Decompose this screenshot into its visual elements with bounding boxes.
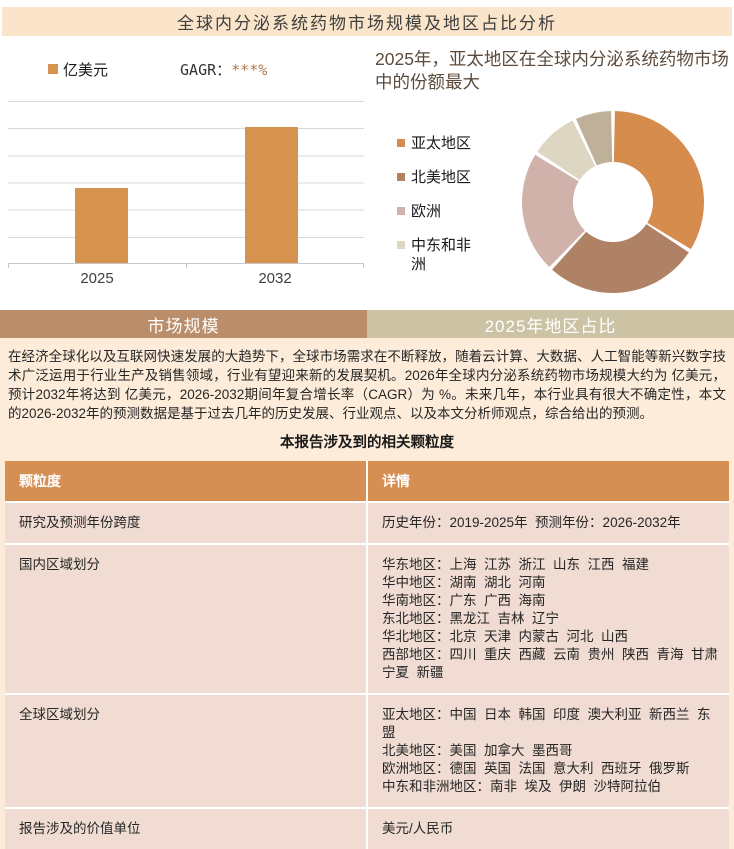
cagr-label: GAGR： <box>180 60 232 79</box>
legend-label-apac: 亚太地区 <box>411 135 472 152</box>
table-header-row: 颗粒度 详情 <box>5 461 729 502</box>
legend-swatch-europe <box>397 207 405 215</box>
detail-line: 亚太地区：中国 日本 韩国 印度 澳大利亚 新西兰 东盟 <box>382 707 711 740</box>
column-header-detail: 详情 <box>367 461 729 502</box>
detail-line: 中东和非洲地区：南非 埃及 伊朗 沙特阿拉伯 <box>382 779 662 794</box>
tab-region-share[interactable]: 2025年地区占比 <box>367 310 734 338</box>
unit-legend-label: 亿美元 <box>63 61 109 79</box>
bar-2025 <box>75 188 128 263</box>
summary-paragraph: 在经济全球化以及互联网快速发展的大趋势下，全球市场需求在不断释放，随着云计算、大… <box>8 349 726 421</box>
donut-segment-4 <box>575 111 613 166</box>
donut-segment-0 <box>613 111 705 250</box>
legend-item-north-america: 北美地区 <box>397 168 487 187</box>
legend-label-mea: 中东和非洲 <box>411 237 472 273</box>
detail-line: 美元/人民币 <box>382 821 454 836</box>
row-label-value-unit: 报告涉及的价值单位 <box>5 807 368 849</box>
bar-chart-plot <box>8 101 364 264</box>
row-detail-global-regions: 亚太地区：中国 日本 韩国 印度 澳大利亚 新西兰 东盟北美地区：美国 加拿大 … <box>367 693 729 808</box>
detail-line: 华中地区：湖南 湖北 河南 <box>382 575 546 590</box>
legend-item-europe: 欧洲 <box>397 202 487 221</box>
cagr-text: GAGR：***% <box>180 59 267 80</box>
donut-chart <box>521 110 705 299</box>
detail-line: 西部地区：四川 重庆 西藏 云南 贵州 陕西 青海 甘肃 宁夏 新疆 <box>382 647 726 680</box>
donut-segment-2 <box>521 154 585 268</box>
donut-segment-3 <box>537 120 596 180</box>
row-label-domestic-regions: 国内区域划分 <box>5 543 368 694</box>
table-row: 国内区域划分 华东地区：上海 江苏 浙江 山东 江西 福建 华中地区：湖南 湖北 … <box>5 543 729 694</box>
charts-section: 亿美元 GAGR：***% 2025 2032 2025年，亚太地区在全球内分泌… <box>0 36 734 310</box>
bar-2032 <box>245 126 298 263</box>
unit-legend-swatch <box>48 64 58 74</box>
x-axis-label-2025: 2025 <box>8 264 186 287</box>
legend-label-north-america: 北美地区 <box>411 169 472 186</box>
table-row: 报告涉及的价值单位 美元/人民币 <box>5 807 729 849</box>
legend-swatch-north-america <box>397 173 405 181</box>
donut-segment-1 <box>552 224 689 294</box>
table-row: 全球区域划分 亚太地区：中国 日本 韩国 印度 澳大利亚 新西兰 东盟北美地区：… <box>5 693 729 808</box>
row-label-global-regions: 全球区域划分 <box>5 693 368 808</box>
row-detail-years: 历史年份：2019-2025年 预测年份：2026-2032年 <box>367 501 729 544</box>
donut-chart-title: 2025年，亚太地区在全球内分泌系统药物市场中的份额最大 <box>375 49 729 92</box>
detail-line: 欧洲地区：德国 英国 法国 意大利 西班牙 俄罗斯 <box>382 761 690 776</box>
legend-item-mea: 中东和非洲 <box>397 236 487 274</box>
donut-chart-body: 亚太地区 北美地区 欧洲 中东和非洲 <box>375 108 730 299</box>
bar-chart-x-axis: 2025 2032 <box>8 264 364 287</box>
page-title-bar: 全球内分泌系统药物市场规模及地区占比分析 <box>2 7 732 36</box>
donut-legend: 亚太地区 北美地区 欧洲 中东和非洲 <box>375 108 487 299</box>
bar-chart-panel: 亿美元 GAGR：***% 2025 2032 <box>0 36 368 310</box>
legend-item-apac: 亚太地区 <box>397 134 487 153</box>
legend-label-europe: 欧洲 <box>411 203 442 220</box>
detail-line: 东北地区：黑龙江 吉林 辽宁 <box>382 611 560 626</box>
detail-line: 华南地区：广东 广西 海南 <box>382 593 546 608</box>
tab-market-size-label: 市场规模 <box>147 316 220 336</box>
section-tabs: 市场规模 2025年地区占比 <box>0 310 734 338</box>
x-axis-label-2032: 2032 <box>186 264 364 287</box>
donut-svg <box>521 111 705 294</box>
donut-chart-panel: 2025年，亚太地区在全球内分泌系统药物市场中的份额最大 亚太地区 北美地区 欧… <box>368 36 734 310</box>
granularity-table: 颗粒度 详情 研究及预测年份跨度 历史年份：2019-2025年 预测年份：20… <box>5 461 729 849</box>
bar-chart-legend: 亿美元 GAGR：***% <box>48 61 364 79</box>
detail-line: 华东地区：上海 江苏 浙江 山东 江西 福建 <box>382 557 650 572</box>
row-detail-domestic-regions: 华东地区：上海 江苏 浙江 山东 江西 福建 华中地区：湖南 湖北 河南 华南地区：… <box>367 543 729 694</box>
legend-swatch-mea <box>397 241 405 249</box>
column-header-granularity: 颗粒度 <box>5 461 368 502</box>
tab-market-size[interactable]: 市场规模 <box>0 310 367 338</box>
tab-region-share-label: 2025年地区占比 <box>484 316 617 336</box>
cagr-value: ***% <box>231 60 268 79</box>
detail-line: 华北地区：北京 天津 内蒙古 河北 山西 <box>382 629 629 644</box>
detail-line: 北美地区：美国 加拿大 墨西哥 <box>382 743 573 758</box>
page-title: 全球内分泌系统药物市场规模及地区占比分析 <box>177 14 557 33</box>
row-detail-value-unit: 美元/人民币 <box>367 807 729 849</box>
legend-swatch-apac <box>397 139 405 147</box>
table-row: 研究及预测年份跨度 历史年份：2019-2025年 预测年份：2026-2032… <box>5 501 729 544</box>
detail-line: 历史年份：2019-2025年 预测年份：2026-2032年 <box>382 515 681 530</box>
granularity-heading: 本报告涉及到的相关颗粒度 <box>280 435 454 451</box>
report-summary-section: 在经济全球化以及互联网快速发展的大趋势下，全球市场需求在不断释放，随着云计算、大… <box>0 338 734 849</box>
row-label-years: 研究及预测年份跨度 <box>5 501 368 544</box>
